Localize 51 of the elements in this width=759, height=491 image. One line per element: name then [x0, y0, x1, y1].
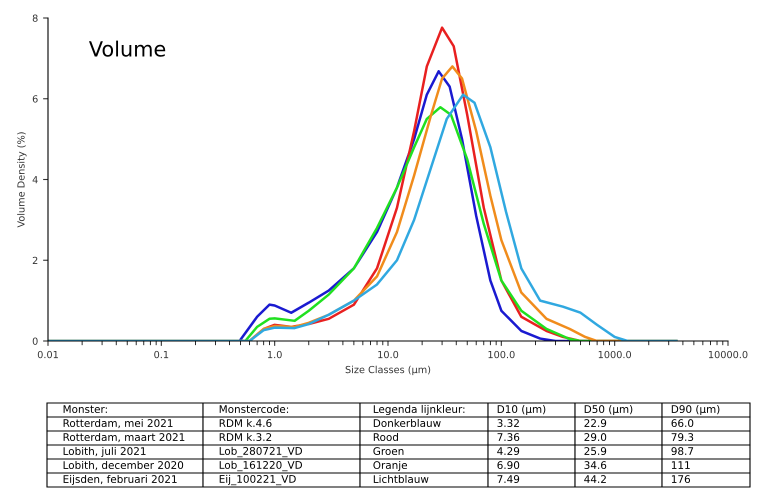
x-tick-label: 10000.0 — [708, 350, 748, 358]
y-tick-label: 2 — [32, 256, 38, 264]
text: RDM k.4.6 — [220, 418, 272, 428]
text: Donkerblauw — [374, 418, 441, 428]
x-axis-title: Size Classes (µm) — [346, 366, 430, 376]
y-tick-label: 4 — [32, 176, 38, 184]
text: Monstercode: — [220, 404, 288, 414]
x-tick-label: 0.1 — [154, 350, 168, 358]
text: Rotterdam, mei 2021 — [64, 418, 172, 428]
text: 3.32 — [497, 419, 519, 428]
text: Lobith, december 2020 — [64, 460, 184, 470]
text: 98.7 — [671, 447, 694, 456]
text: 29.0 — [584, 433, 606, 442]
text: 66.0 — [672, 419, 694, 428]
text: Rood — [374, 432, 398, 442]
text: Volume — [88, 40, 166, 57]
text: 7.49 — [498, 475, 520, 484]
text: D10 (µm) — [498, 404, 546, 416]
text: Groen — [373, 447, 404, 456]
text: Lob_161220_VD — [220, 460, 302, 472]
y-tick-label: 6 — [32, 95, 38, 103]
text: D90 (µm) — [672, 404, 720, 416]
text: Lichtblauw — [374, 474, 428, 484]
text: Rotterdam, maart 2021 — [64, 432, 184, 442]
text: Oranje — [373, 460, 408, 472]
text: 176 — [672, 475, 690, 484]
x-tick-label: 1000.0 — [598, 350, 632, 358]
text: Lobith, juli 2021 — [64, 446, 146, 458]
text: D50 (µm) — [584, 404, 632, 416]
text: 111 — [672, 461, 690, 469]
text: 22.9 — [584, 419, 606, 428]
y-tick-label: 8 — [32, 14, 38, 22]
text: Lob_280721_VD — [220, 446, 302, 458]
x-tick-label: 1.0 — [268, 350, 282, 358]
text: 6.90 — [497, 461, 520, 470]
text: 79.3 — [672, 433, 694, 442]
x-tick-label: 10.0 — [378, 350, 398, 358]
text: 44.2 — [584, 475, 606, 483]
text: 25.9 — [584, 447, 606, 456]
x-tick-label: 100.0 — [488, 350, 515, 358]
text: 4.29 — [497, 447, 520, 456]
text: 34.6 — [584, 461, 606, 470]
text: Eij_100221_VD — [220, 474, 296, 486]
y-axis-title: Volume Density (%) — [17, 132, 27, 228]
text: Legenda lijnkleur: — [374, 404, 464, 416]
x-tick-label: 0.01 — [38, 350, 58, 358]
text: Eijsden, februari 2021 — [64, 474, 177, 486]
text: Monster: — [64, 405, 107, 414]
y-tick-label: 0 — [32, 337, 38, 345]
text: 7.36 — [498, 433, 520, 442]
text: RDM k.3.2 — [220, 432, 272, 442]
